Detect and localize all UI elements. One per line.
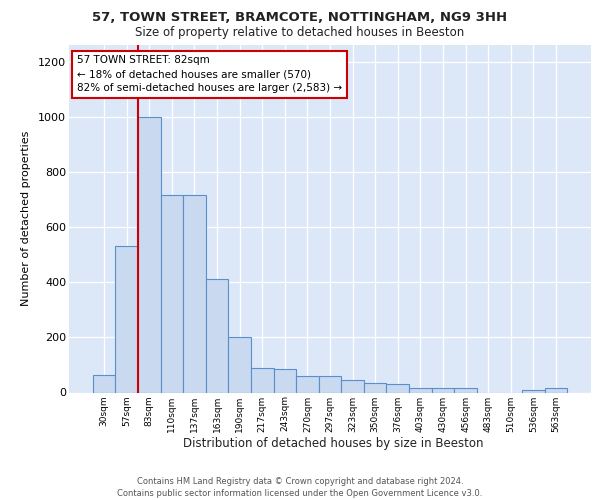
Bar (545, 388, 567, 392)
Text: Contains HM Land Registry data © Crown copyright and database right 2024.
Contai: Contains HM Land Registry data © Crown c… (118, 476, 482, 498)
Bar (454, 388, 477, 392)
Bar (341, 380, 364, 392)
Text: 57 TOWN STREET: 82sqm
← 18% of detached houses are smaller (570)
82% of semi-det: 57 TOWN STREET: 82sqm ← 18% of detached … (77, 56, 342, 94)
Text: Distribution of detached houses by size in Beeston: Distribution of detached houses by size … (183, 438, 483, 450)
Bar (319, 376, 341, 392)
Bar (522, 390, 545, 392)
Text: Size of property relative to detached houses in Beeston: Size of property relative to detached ho… (136, 26, 464, 39)
Bar (115, 246, 138, 392)
Bar (431, 388, 454, 392)
Bar (386, 384, 409, 392)
Text: 57, TOWN STREET, BRAMCOTE, NOTTINGHAM, NG9 3HH: 57, TOWN STREET, BRAMCOTE, NOTTINGHAM, N… (92, 11, 508, 24)
Bar (229, 338, 251, 392)
Bar (206, 280, 229, 392)
Bar (364, 383, 386, 392)
Bar (251, 368, 274, 392)
Bar (409, 388, 431, 392)
Bar (138, 116, 161, 392)
Bar (296, 376, 319, 392)
Bar (274, 369, 296, 392)
Bar (93, 374, 115, 392)
Y-axis label: Number of detached properties: Number of detached properties (21, 131, 31, 306)
Bar (161, 196, 183, 392)
Bar (183, 196, 206, 392)
